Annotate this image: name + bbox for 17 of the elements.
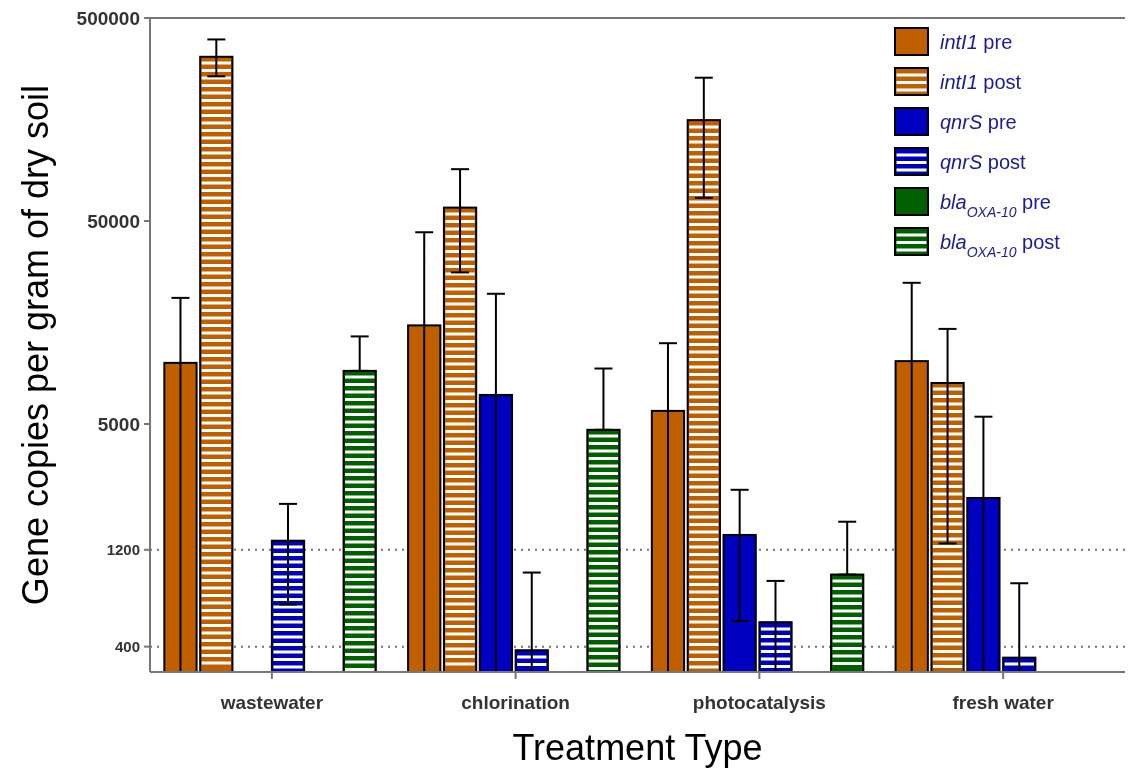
y-tick-label: 400	[114, 637, 140, 655]
legend-label: bla$_{OXA-10}$ post	[940, 231, 1061, 260]
x-tick-label: wastewater	[219, 692, 324, 713]
legend-label: bla$_{OXA-10}$ pre	[940, 191, 1051, 220]
y-axis-title: Gene copies per gram of dry soil	[15, 84, 56, 606]
x-tick-label: fresh water	[952, 692, 1055, 713]
legend-label: intI1 pre	[940, 31, 1013, 53]
x-axis-title: Treatment Type	[512, 727, 763, 768]
y-tick-label: 1200	[106, 541, 140, 559]
x-tick-label: photocatalysis	[692, 692, 826, 713]
legend-label: intI1 post	[940, 71, 1022, 93]
y-tick-label: 50000	[87, 210, 140, 232]
y-tick-label: 5000	[97, 413, 140, 435]
y-tick-label: 500000	[76, 7, 140, 29]
legend-label: qnrS post	[940, 151, 1027, 173]
legend-label: qnrS pre	[940, 111, 1017, 133]
x-tick-label: chlorination	[461, 692, 570, 713]
